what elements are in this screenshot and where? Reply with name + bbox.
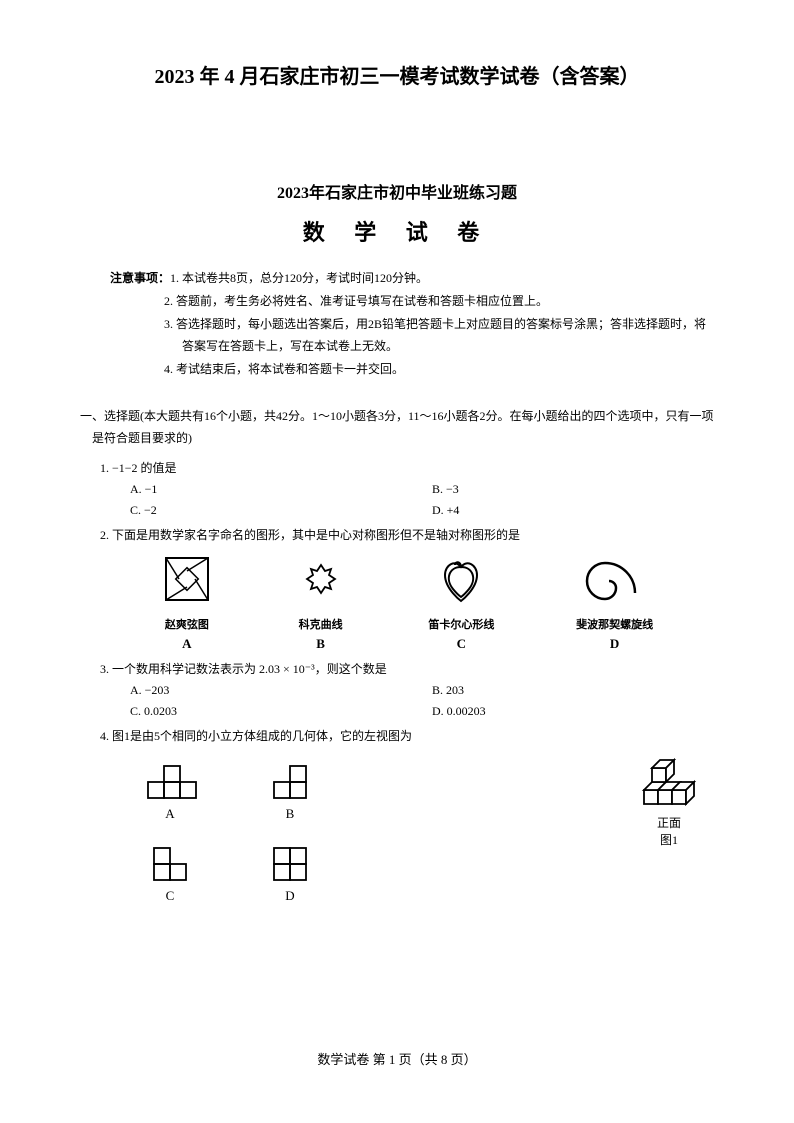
- q4-opt-d: D: [260, 842, 320, 904]
- q2-fig-a: 赵爽弦图 A: [161, 553, 213, 652]
- view-a-icon: [140, 760, 200, 802]
- question-1: 1. −1−2 的值是 A. −1 B. −3 C. −2 D. +4: [80, 459, 714, 518]
- question-3: 3. 一个数用科学记数法表示为 2.03 × 10⁻³，则这个数是 A. −20…: [80, 660, 714, 719]
- q1-opt-d: D. +4: [432, 503, 714, 518]
- q4-text: 4. 图1是由5个相同的小立方体组成的几何体，它的左视图为: [112, 727, 714, 744]
- q1-opt-a: A. −1: [130, 482, 412, 497]
- view-d-icon: [268, 842, 312, 884]
- q4-opt-c: C: [140, 842, 200, 904]
- koch-icon: [295, 553, 347, 605]
- question-2: 2. 下面是用数学家名字命名的图形，其中是中心对称图形但不是轴对称图形的是 赵爽…: [80, 526, 714, 652]
- q3-text: 3. 一个数用科学记数法表示为 2.03 × 10⁻³，则这个数是: [112, 660, 714, 677]
- q4-opt-a: A: [140, 760, 200, 822]
- q2-fig-a-letter: A: [161, 636, 213, 652]
- q2-fig-d-letter: D: [576, 636, 653, 652]
- q3-opt-a: A. −203: [130, 683, 412, 698]
- view-b-icon: [268, 760, 312, 802]
- exam-sub-title: 2023年石家庄市初中毕业班练习题: [80, 179, 714, 203]
- q4-reference-figure: 正面 图1: [634, 750, 714, 848]
- page-footer: 数学试卷 第 1 页（共 8 页）: [0, 1049, 794, 1068]
- zhaoshuang-icon: [161, 553, 213, 605]
- q2-fig-c-letter: C: [428, 636, 494, 652]
- q2-fig-c: 笛卡尔心形线 C: [428, 553, 494, 652]
- q4-letter-c: C: [140, 888, 200, 904]
- q2-fig-d: 斐波那契螺旋线 D: [576, 553, 653, 652]
- q2-fig-c-label: 笛卡尔心形线: [428, 616, 494, 632]
- fibonacci-icon: [585, 553, 645, 605]
- q2-fig-a-label: 赵爽弦图: [161, 616, 213, 632]
- q4-letter-b: B: [260, 806, 320, 822]
- q2-fig-b-label: 科克曲线: [295, 616, 347, 632]
- q4-letter-a: A: [140, 806, 200, 822]
- q3-opt-c: C. 0.0203: [130, 704, 412, 719]
- view-c-icon: [148, 842, 192, 884]
- cardioid-icon: [435, 553, 487, 605]
- q3-opt-b: B. 203: [432, 683, 714, 698]
- notices-block: 注意事项：1. 本试卷共8页，总分120分，考试时间120分钟。 2. 答题前，…: [110, 267, 714, 381]
- q1-opt-c: C. −2: [130, 503, 412, 518]
- q2-fig-b: 科克曲线 B: [295, 553, 347, 652]
- q3-opt-d: D. 0.00203: [432, 704, 714, 719]
- notice-item-3: 3. 答选择题时，每小题选出答案后，用2B铅笔把答题卡上对应题目的答案标号涂黑；…: [110, 313, 714, 359]
- subject-title: 数 学 试 卷: [80, 215, 714, 247]
- q1-text: 1. −1−2 的值是: [112, 459, 714, 476]
- q2-fig-b-letter: B: [295, 636, 347, 652]
- notice-item-4: 4. 考试结束后，将本试卷和答题卡一并交回。: [110, 358, 714, 381]
- notice-label: 注意事项：: [110, 271, 170, 285]
- q4-front-label: 正面: [634, 814, 704, 831]
- cube-solid-icon: [634, 750, 704, 810]
- q4-opt-b: B: [260, 760, 320, 822]
- question-4: 4. 图1是由5个相同的小立方体组成的几何体，它的左视图为 A B: [80, 727, 714, 904]
- q2-fig-d-label: 斐波那契螺旋线: [576, 616, 653, 632]
- notice-item-1: 1. 本试卷共8页，总分120分，考试时间120分钟。: [170, 271, 428, 285]
- q2-text: 2. 下面是用数学家名字命名的图形，其中是中心对称图形但不是轴对称图形的是: [112, 526, 714, 543]
- notice-item-2: 2. 答题前，考生务必将姓名、准考证号填写在试卷和答题卡相应位置上。: [110, 290, 714, 313]
- q4-letter-d: D: [260, 888, 320, 904]
- q1-opt-b: B. −3: [432, 482, 714, 497]
- q4-figure-label: 图1: [634, 831, 704, 848]
- section-1-title: 一、选择题(本大题共有16个小题，共42分。1～10小题各3分，11～16小题各…: [80, 406, 714, 449]
- document-main-title: 2023 年 4 月石家庄市初三一模考试数学试卷（含答案）: [80, 60, 714, 89]
